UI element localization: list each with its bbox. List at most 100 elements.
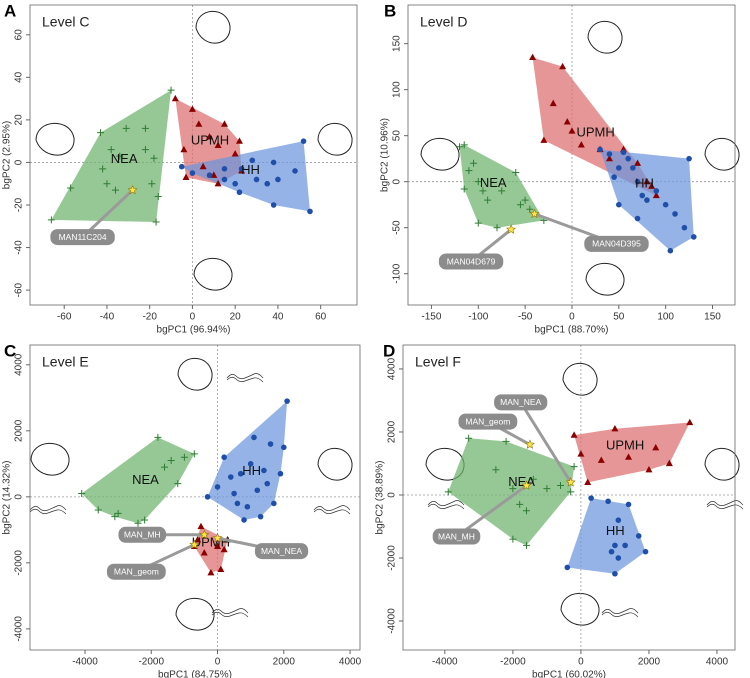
x-axis-label: bgPC1 (84.75%) (158, 670, 232, 678)
annotation-star (212, 532, 223, 543)
point (597, 456, 605, 463)
group-label: UPMH (576, 125, 614, 140)
point (540, 136, 548, 143)
point (267, 441, 274, 447)
point (300, 138, 307, 144)
shape-outline (195, 10, 231, 44)
x-tick-label: 4000 (339, 657, 362, 668)
panel-letter: D (383, 341, 395, 360)
point (645, 465, 653, 473)
point (220, 545, 228, 553)
x-tick-label: 100 (657, 312, 674, 323)
annotation-box (584, 235, 649, 252)
point (264, 480, 271, 487)
shape-outline (704, 137, 740, 171)
x-tick-label: -4000 (432, 657, 458, 668)
point (616, 201, 622, 208)
point (217, 565, 225, 573)
point (264, 180, 271, 187)
point (103, 180, 111, 188)
point (625, 501, 632, 508)
point (141, 516, 149, 524)
panel-letter: C (4, 341, 16, 360)
profile-outline (29, 505, 67, 515)
y-tick-label: 150 (392, 35, 403, 52)
point (221, 454, 227, 461)
group-hull (81, 437, 195, 524)
y-tick-label: -2000 (14, 550, 25, 576)
point (154, 192, 162, 200)
point (686, 418, 694, 426)
point (563, 118, 571, 125)
group-label: NEA (111, 151, 138, 166)
y-tick-label: -4000 (14, 616, 25, 642)
x-tick-label: 0 (215, 657, 221, 668)
point (444, 488, 452, 496)
point (237, 470, 244, 477)
point (559, 62, 567, 70)
y-tick-label: -100 (392, 263, 403, 283)
group-hull (181, 141, 310, 212)
panel-title: Level F (415, 354, 461, 370)
point (642, 548, 649, 555)
point (526, 205, 534, 213)
shape-outline (317, 447, 353, 481)
x-tick-label: 40 (272, 312, 284, 323)
point (188, 105, 196, 112)
point (122, 124, 130, 132)
y-tick-label: 2000 (14, 419, 25, 442)
annotation-star (524, 439, 535, 449)
y-tick-label: 4000 (14, 353, 25, 376)
annotation-box (432, 528, 481, 545)
point (634, 159, 642, 166)
shape-outline (587, 20, 623, 54)
x-tick-label: -4000 (72, 657, 98, 668)
point (189, 170, 196, 176)
point (231, 150, 239, 157)
point (543, 485, 551, 493)
point (588, 495, 594, 501)
x-axis-label: bgPC1 (60.02%) (532, 670, 606, 678)
annotation-star (199, 529, 210, 540)
annotation-box (494, 394, 548, 411)
panel: C NEA UPMH HH MAN_MH MAN_NEA MAN_geom Level E -4… (2, 341, 362, 678)
point (247, 461, 254, 467)
y-tick-label: -50 (392, 220, 403, 235)
panel-title: Level C (42, 14, 89, 30)
point (605, 154, 613, 162)
point (199, 162, 207, 170)
y-tick-label: 50 (392, 130, 403, 142)
profile-outline (427, 500, 465, 510)
point (570, 463, 578, 471)
point (111, 513, 119, 521)
profile-outline (706, 500, 744, 510)
group-label: UPMH (191, 132, 229, 147)
y-tick-label: 60 (14, 29, 25, 41)
point (78, 490, 86, 498)
y-axis-label: bgPC2 (38.89%) (375, 461, 386, 535)
panel-letter: B (384, 1, 396, 20)
point (231, 490, 237, 497)
panel-letter: A (4, 1, 16, 20)
point (652, 443, 660, 451)
y-tick-label: 2000 (387, 420, 398, 443)
annotation-box (50, 229, 115, 246)
point (249, 157, 256, 164)
point (465, 167, 473, 175)
point (180, 453, 188, 461)
point (625, 155, 631, 162)
annotation-star (529, 208, 540, 219)
point (465, 434, 473, 442)
group-label: NEA (508, 474, 535, 489)
point (622, 542, 628, 549)
x-tick-label: 150 (704, 312, 721, 323)
annotation-box (106, 563, 166, 580)
point (570, 431, 578, 438)
point (236, 189, 243, 196)
point (257, 513, 264, 520)
shape-outline (560, 592, 600, 626)
point (182, 173, 190, 180)
point (516, 201, 524, 209)
point (197, 522, 205, 530)
point (512, 168, 520, 176)
